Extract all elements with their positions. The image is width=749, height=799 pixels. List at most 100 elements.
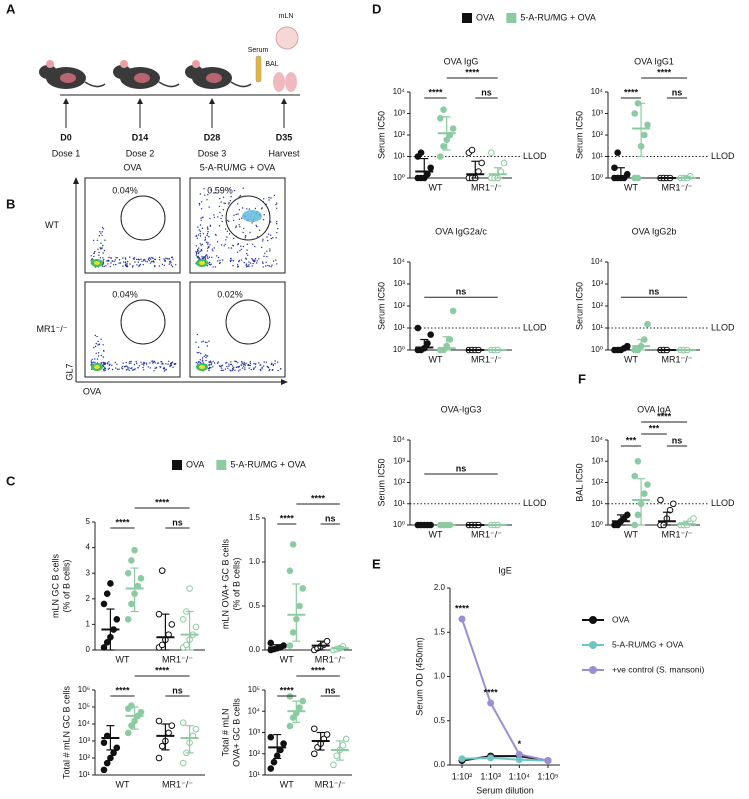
flow-event xyxy=(116,363,118,365)
flow-event xyxy=(210,263,212,265)
flow-event xyxy=(152,362,154,364)
flow-event xyxy=(152,257,154,259)
flow-events xyxy=(90,334,177,372)
flow-event xyxy=(238,259,240,262)
y-tick-label: 4 xyxy=(86,543,91,552)
data-point xyxy=(414,324,422,332)
y-tick-label: 10⁴ xyxy=(591,87,604,96)
flow-event xyxy=(206,256,209,258)
flow-event xyxy=(265,261,267,263)
legend-label: +ve control (S. mansoni) xyxy=(612,664,705,674)
data-point xyxy=(280,740,287,747)
flow-event xyxy=(212,250,214,252)
flow-event xyxy=(204,194,206,196)
flow-event xyxy=(124,257,126,259)
flow-event xyxy=(119,262,122,264)
flow-event xyxy=(165,363,167,365)
data-point xyxy=(500,159,508,167)
data-point xyxy=(310,750,318,758)
flow-event xyxy=(169,365,171,368)
data-point xyxy=(634,511,642,519)
flow-event xyxy=(133,364,136,366)
flow-event xyxy=(171,363,173,365)
flow-event xyxy=(267,367,270,369)
x-tick-label: MR1⁻/⁻ xyxy=(661,182,692,192)
flow-event xyxy=(115,256,117,259)
flow-event xyxy=(163,264,166,267)
flow-event xyxy=(251,222,253,224)
flow-event xyxy=(200,201,203,203)
significance-label: **** xyxy=(657,411,672,421)
flow-event xyxy=(158,265,161,267)
legend-marker xyxy=(589,616,597,624)
flow-event xyxy=(137,366,139,369)
data-point xyxy=(124,569,132,577)
flow-event xyxy=(126,366,129,368)
timepoint-label: Harvest xyxy=(268,148,300,158)
flow-event xyxy=(248,265,250,267)
y-tick-label: 0.0 xyxy=(434,760,446,769)
significance-label: **** xyxy=(484,687,499,697)
flow-event xyxy=(103,265,105,268)
flow-event xyxy=(138,365,141,367)
flow-event xyxy=(199,359,201,361)
significance-label: * xyxy=(518,739,522,749)
flow-event xyxy=(224,368,227,370)
flow-event xyxy=(270,363,273,366)
flow-event xyxy=(118,259,121,261)
flow-event xyxy=(199,224,202,226)
data-point xyxy=(669,500,677,508)
y-axis-label: Serum IC50 xyxy=(574,111,584,159)
llod-label: LLOD xyxy=(523,498,547,508)
flow-event xyxy=(157,362,159,364)
flow-event xyxy=(238,209,241,211)
data-point xyxy=(437,114,444,122)
flow-event xyxy=(268,196,270,199)
flow-event xyxy=(97,352,100,354)
panel-letter: C xyxy=(6,473,16,488)
flow-event xyxy=(100,338,102,340)
flow-event xyxy=(143,260,145,262)
flow-event xyxy=(170,364,172,367)
data-point xyxy=(487,699,495,707)
flow-event xyxy=(213,362,216,364)
flow-event xyxy=(206,234,208,237)
flow-event xyxy=(215,234,217,236)
flow-event xyxy=(118,262,120,264)
flow-event xyxy=(253,260,255,263)
flow-event xyxy=(207,246,210,248)
flow-event xyxy=(161,263,164,265)
flow-event xyxy=(94,250,96,253)
flow-event xyxy=(208,369,210,372)
data-point xyxy=(299,697,307,705)
data-point xyxy=(339,741,347,749)
flow-event xyxy=(234,360,236,362)
flow-event xyxy=(220,189,222,191)
data-point xyxy=(267,733,275,741)
flow-event xyxy=(227,203,230,205)
flow-event xyxy=(273,194,276,197)
y-tick-label: 10⁰ xyxy=(591,520,603,529)
flow-event xyxy=(132,265,134,267)
flow-event xyxy=(208,256,211,258)
flow-event xyxy=(222,369,224,371)
data-point xyxy=(657,496,664,504)
timepoint-label: Dose 3 xyxy=(198,148,227,158)
significance-label: ns xyxy=(649,287,660,297)
llod-label: LLOD xyxy=(711,322,735,332)
flow-event xyxy=(102,244,104,247)
flow-event xyxy=(123,366,126,368)
y-tick-label: 10⁶ xyxy=(78,685,90,694)
flow-event xyxy=(200,217,202,219)
flow-event xyxy=(263,361,265,363)
mouse-head xyxy=(185,65,203,79)
flow-event xyxy=(154,266,156,268)
y-tick-label: 1.0 xyxy=(249,557,261,566)
flow-event xyxy=(101,234,103,236)
flow-event xyxy=(115,367,117,369)
arrow-head xyxy=(209,98,215,104)
flow-event xyxy=(155,366,158,369)
flow-event xyxy=(207,228,209,230)
y-tick-label: 10¹ xyxy=(591,323,603,332)
data-point xyxy=(128,600,135,608)
